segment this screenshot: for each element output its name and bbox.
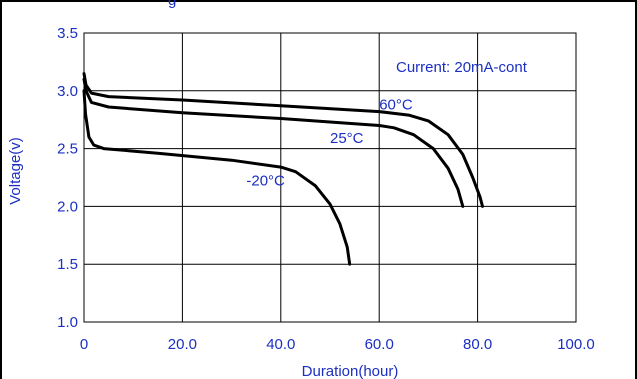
series-label: 25°C	[330, 130, 364, 147]
chart-title-fragment: g	[168, 0, 176, 9]
series-label: -20°C	[246, 173, 285, 190]
series-line	[82, 89, 352, 266]
y-tick-label: 3.0	[57, 83, 78, 100]
y-tick-label: 2.0	[57, 198, 78, 215]
x-tick-label: 80.0	[463, 336, 492, 353]
y-tick-label: 3.5	[57, 25, 78, 42]
y-tick-label: 1.5	[57, 256, 78, 273]
y-axis-title: Voltage(v)	[7, 137, 24, 205]
x-axis-title: Duration(hour)	[302, 363, 399, 379]
x-tick-labels: 0 20.0 40.0 60.0 80.0 100.0	[80, 336, 595, 353]
plot-area	[83, 32, 577, 323]
y-tick-label: 2.5	[57, 141, 78, 158]
x-tick-label: 40.0	[266, 336, 295, 353]
x-tick-label: 0	[80, 336, 88, 353]
series-line	[82, 72, 484, 208]
x-tick-label: 20.0	[168, 336, 197, 353]
y-tick-label: 1.0	[57, 314, 78, 331]
series-line	[82, 77, 465, 208]
current-annotation: Current: 20mA-cont	[396, 59, 528, 76]
x-tick-label: 60.0	[365, 336, 394, 353]
series-label: 60°C	[379, 96, 413, 113]
series-labels: 60°C 25°C -20°C	[246, 96, 413, 189]
series-lines	[82, 72, 484, 266]
x-tick-label: 100.0	[557, 336, 595, 353]
grid	[84, 33, 576, 322]
plot-border	[83, 32, 577, 323]
y-tick-labels: 1.0 1.5 2.0 2.5 3.0 3.5	[57, 25, 78, 331]
